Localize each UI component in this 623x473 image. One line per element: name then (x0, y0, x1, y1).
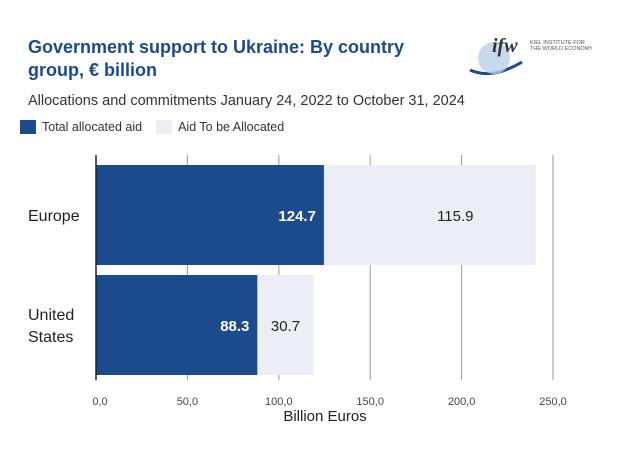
data-label: 124.7 (278, 208, 316, 225)
svg-text:KIEL INSTITUTE FOR: KIEL INSTITUTE FOR (530, 40, 585, 46)
legend-swatch-to-allocate (156, 120, 173, 134)
data-label: 88.3 (220, 318, 249, 335)
tick-label: 250,0 (539, 396, 567, 408)
svg-text:THE WORLD ECONOMY: THE WORLD ECONOMY (530, 46, 592, 52)
data-label: 115.9 (437, 208, 473, 225)
bar-allocated (96, 275, 258, 375)
chart-subtitle: Allocations and commitments January 24, … (28, 93, 465, 109)
tick-label: 50,0 (177, 396, 198, 408)
ifw-logo: ifw KIEL INSTITUTE FOR THE WORLD ECONOMY (462, 32, 593, 87)
tick-label: 200,0 (448, 396, 476, 408)
bar-to-allocate (323, 165, 536, 265)
tick-label: 150,0 (356, 396, 384, 408)
legend-swatch-allocated (20, 120, 36, 134)
legend-label-allocated: Total allocated aid (42, 120, 143, 134)
category-label: United (28, 307, 74, 324)
legend-label-to-allocate: Aid To be Allocated (178, 120, 285, 134)
svg-text:ifw: ifw (492, 35, 518, 57)
x-axis-title: Billion Euros (283, 408, 366, 425)
data-label: 30.7 (271, 318, 300, 335)
bar-allocated (96, 165, 324, 265)
legend: Total allocated aid Aid To be Allocated (20, 120, 284, 134)
chart-title: Government support to Ukraine: By countr… (28, 37, 405, 80)
tick-label: 100,0 (265, 396, 293, 408)
category-label: States (28, 329, 73, 346)
tick-label: 0,0 (92, 396, 107, 408)
category-label: Europe (28, 208, 80, 225)
bar-to-allocate (257, 275, 314, 375)
